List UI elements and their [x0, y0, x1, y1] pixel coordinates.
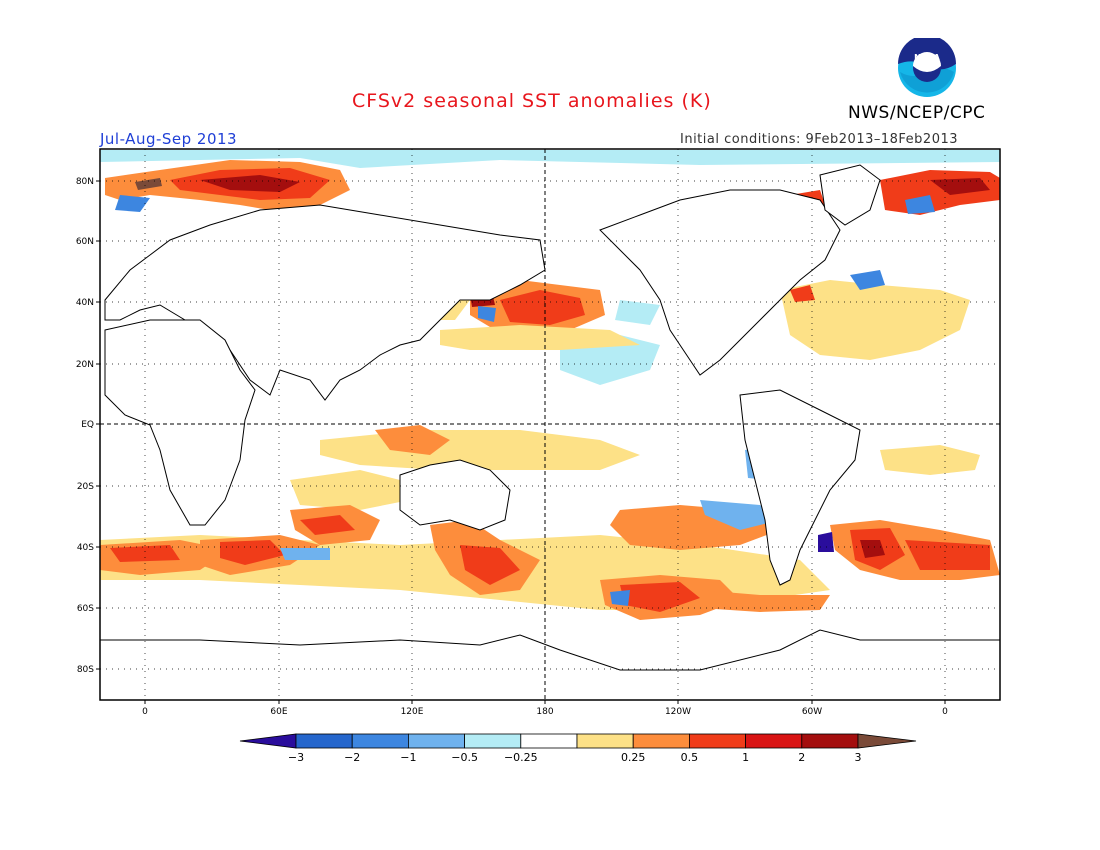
colorbar-label: 3: [855, 751, 862, 764]
colorbar-segment: [576, 733, 634, 749]
latitude-label: 60N: [76, 237, 94, 247]
longitude-label: 180: [536, 707, 553, 717]
initial-conditions-label: Initial conditions: 9Feb2013–18Feb2013: [680, 132, 959, 147]
colorbar-segment: [632, 733, 690, 749]
longitude-label: 0: [142, 707, 148, 717]
map-title: CFSv2 seasonal SST anomalies (K): [352, 90, 712, 112]
longitude-label: 120E: [401, 707, 424, 717]
latitude-label: 20S: [77, 482, 94, 492]
colorbar: −3 −2 −1 −0.5 −0.25 0.25 0.5 1 2 3: [239, 733, 917, 764]
latitude-labels: 80N 60N 40N 20N EQ 20S 40S 60S 80S: [76, 177, 94, 675]
colorbar-label: −0.5: [451, 751, 478, 764]
colorbar-label: −0.25: [504, 751, 538, 764]
latitude-label: 20N: [76, 360, 94, 370]
noaa-logo: NOAA: [898, 38, 956, 97]
longitude-label: 0: [942, 707, 948, 717]
colorbar-label: 2: [798, 751, 805, 764]
colorbar-label: 0.25: [621, 751, 646, 764]
colorbar-segment: [464, 733, 522, 749]
colorbar-segment: [351, 733, 409, 749]
colorbar-label: 0.5: [681, 751, 699, 764]
longitude-label: 120W: [665, 707, 691, 717]
colorbar-segment: [689, 733, 747, 749]
colorbar-segment: [295, 733, 353, 749]
longitude-label: 60W: [802, 707, 822, 717]
latitude-label: 60S: [77, 604, 94, 614]
colorbar-label: 1: [742, 751, 749, 764]
svg-text:NOAA: NOAA: [914, 53, 940, 62]
longitude-labels: 0 60E 120E 180 120W 60W 0: [142, 707, 948, 717]
latitude-label: 40S: [77, 543, 94, 553]
coastlines: [99, 164, 1001, 701]
season-label: Jul-Aug-Sep 2013: [100, 130, 238, 148]
colorbar-segment: [801, 733, 859, 749]
colorbar-label: −1: [400, 751, 416, 764]
colorbar-arrow-low: [239, 733, 297, 749]
colorbar-segment: [745, 733, 803, 749]
grid-lines: [96, 149, 1000, 704]
colorbar-label: −3: [288, 751, 304, 764]
latitude-label: 80N: [76, 177, 94, 187]
latitude-label: EQ: [81, 420, 94, 430]
colorbar-arrow-high: [857, 733, 917, 749]
latitude-label: 80S: [77, 665, 94, 675]
colorbar-segment: [520, 733, 578, 749]
colorbar-label: −2: [344, 751, 360, 764]
latitude-label: 40N: [76, 298, 94, 308]
longitude-label: 60E: [270, 707, 287, 717]
colorbar-segment: [407, 733, 465, 749]
organization-label: NWS/NCEP/CPC: [848, 103, 986, 123]
